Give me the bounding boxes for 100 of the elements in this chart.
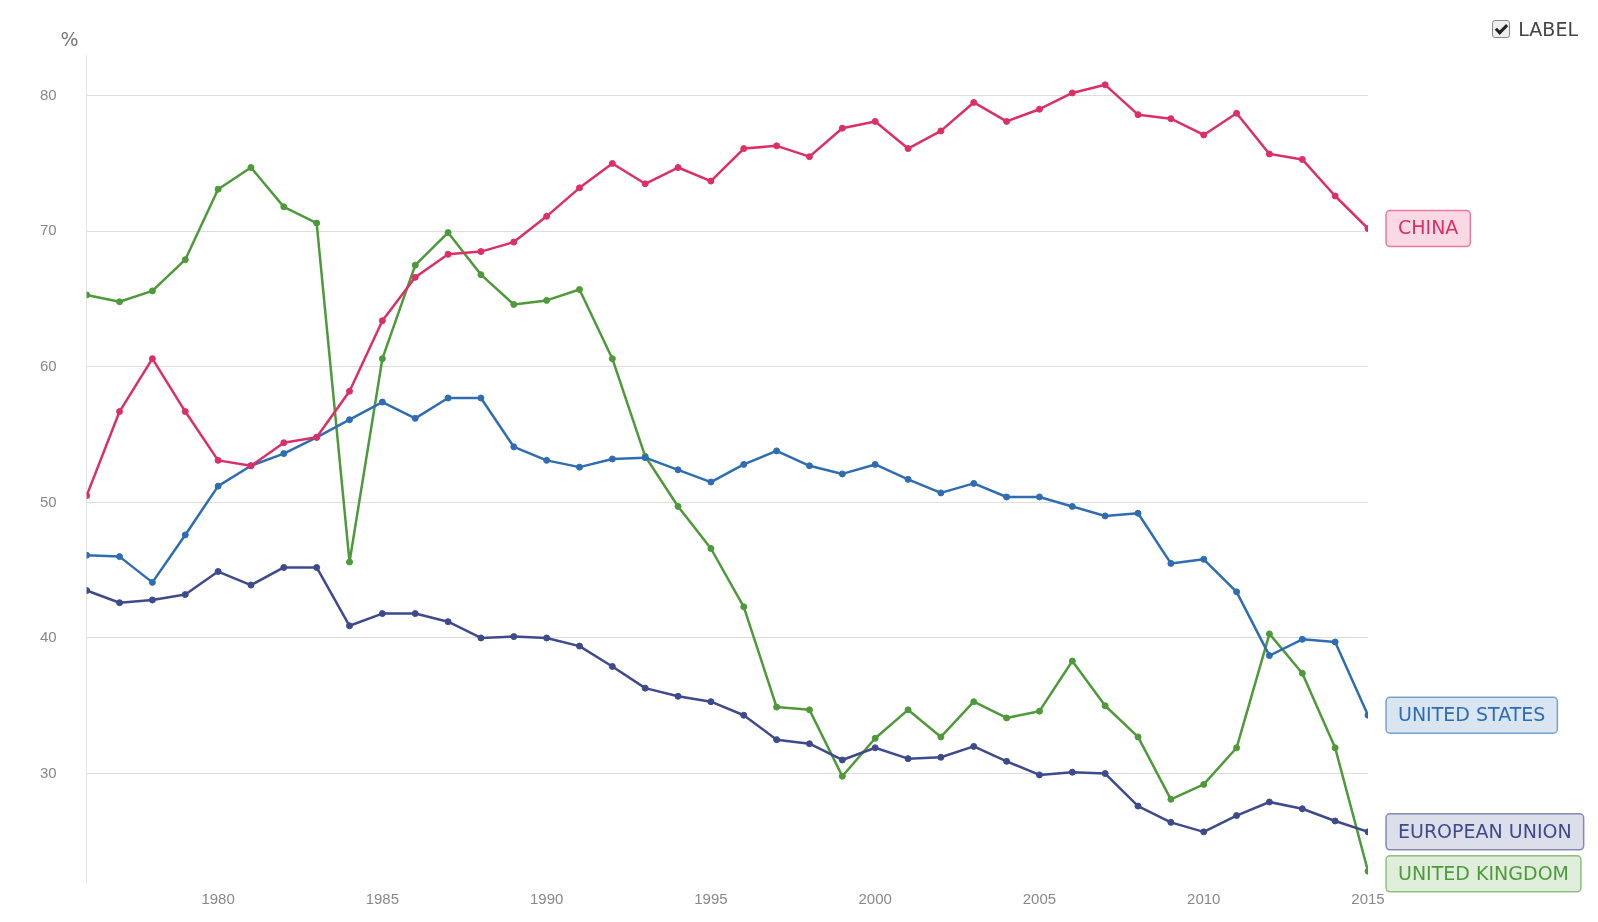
- point: [707, 177, 715, 185]
- point: [576, 642, 583, 650]
- point: [1298, 805, 1306, 813]
- point: [444, 394, 452, 402]
- point: [970, 479, 978, 487]
- point: [1167, 818, 1175, 826]
- point: [477, 394, 485, 402]
- point: [313, 563, 321, 571]
- point: [838, 756, 846, 764]
- point: [740, 145, 748, 153]
- point: [543, 212, 551, 220]
- point: [1134, 509, 1142, 517]
- point: [1331, 638, 1339, 646]
- point: [641, 180, 649, 188]
- point: [378, 398, 386, 406]
- point: [477, 248, 485, 256]
- point: [543, 634, 551, 642]
- x-tick-label: 1990: [529, 890, 564, 908]
- point: [773, 142, 781, 150]
- point: [970, 742, 978, 750]
- point: [838, 124, 846, 132]
- point: [313, 219, 321, 227]
- y-tick-label: 40: [40, 628, 57, 646]
- point: [181, 531, 189, 539]
- point: [1101, 770, 1109, 778]
- point: [1101, 702, 1109, 710]
- point: [805, 706, 813, 714]
- y-tick-label: 60: [40, 356, 57, 374]
- y-axis-title: %: [60, 28, 79, 51]
- point: [280, 563, 288, 571]
- point: [838, 772, 846, 780]
- point: [674, 692, 682, 700]
- point: [247, 581, 255, 589]
- point: [181, 591, 189, 599]
- point: [1167, 115, 1175, 123]
- point: [576, 463, 583, 471]
- point: [510, 633, 518, 641]
- point: [543, 296, 551, 304]
- point: [1233, 588, 1241, 596]
- point: [773, 703, 781, 711]
- point: [510, 300, 518, 308]
- x-tick-label: 2005: [1022, 890, 1057, 908]
- point: [608, 159, 616, 167]
- y-tick-label: 80: [40, 85, 57, 103]
- point: [1003, 493, 1011, 501]
- point: [904, 755, 912, 763]
- point: [181, 256, 189, 264]
- point: [1003, 714, 1011, 722]
- point: [805, 740, 813, 748]
- point: [904, 145, 912, 153]
- x-tick-label: 1985: [365, 890, 400, 908]
- x-tick-label: 1980: [201, 890, 235, 908]
- point: [346, 558, 354, 566]
- point: [378, 317, 386, 325]
- point: [411, 273, 419, 281]
- point: [411, 414, 419, 422]
- point: [1035, 771, 1043, 779]
- point: [937, 753, 945, 761]
- point: [1101, 81, 1109, 89]
- point: [805, 153, 813, 161]
- point: [937, 127, 945, 135]
- point: [1298, 669, 1306, 677]
- point: [444, 618, 452, 626]
- point: [838, 470, 846, 478]
- point: [1068, 89, 1076, 97]
- point: [707, 698, 715, 706]
- point: [510, 443, 518, 451]
- point: [740, 711, 748, 719]
- point: [576, 184, 583, 192]
- point: [148, 355, 156, 363]
- point: [346, 416, 354, 424]
- point: [674, 502, 682, 510]
- point: [1200, 828, 1208, 836]
- point: [740, 603, 748, 611]
- point: [1068, 657, 1076, 665]
- point: [148, 578, 156, 586]
- point: [214, 482, 222, 490]
- point: [1265, 630, 1273, 638]
- point: [444, 229, 452, 237]
- point: [707, 478, 715, 486]
- point: [1200, 131, 1208, 139]
- point: [1134, 733, 1142, 741]
- point: [1233, 109, 1241, 117]
- point: [608, 662, 616, 670]
- point: [608, 355, 616, 363]
- point: [1331, 817, 1339, 825]
- y-tick-label: 50: [40, 492, 57, 510]
- point: [214, 185, 222, 193]
- point: [1167, 559, 1175, 567]
- point: [1003, 117, 1011, 125]
- point: [1265, 150, 1273, 158]
- series-label: UNITED STATES: [1398, 703, 1546, 726]
- point: [904, 706, 912, 714]
- point: [904, 475, 912, 483]
- point: [1134, 111, 1142, 119]
- point: [411, 261, 419, 269]
- point: [247, 164, 255, 172]
- point: [346, 387, 354, 395]
- point: [214, 456, 222, 464]
- point: [740, 460, 748, 468]
